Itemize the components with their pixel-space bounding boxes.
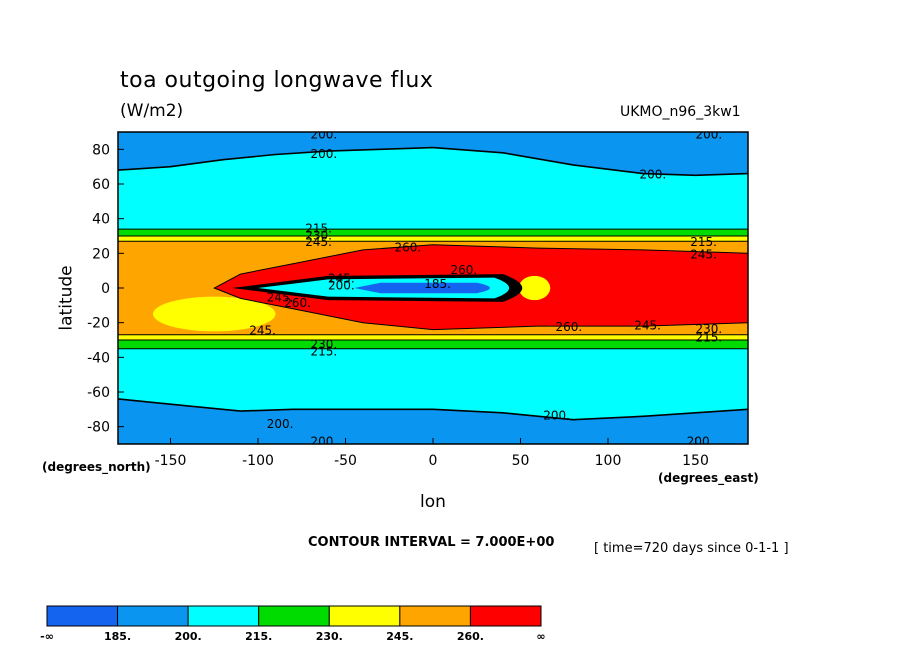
x-axis-units-note: (degrees_east) <box>658 471 759 485</box>
contour-label: 200. <box>687 435 714 449</box>
y-tick-label: -60 <box>87 385 110 401</box>
x-tick-label: -100 <box>242 453 274 469</box>
contour-line-200-south <box>118 398 748 421</box>
y-tick-label: 80 <box>92 142 110 158</box>
contour-label: 230. <box>305 228 332 242</box>
field-band-215-south <box>118 340 748 349</box>
colorbar-label: 230. <box>316 630 343 643</box>
colorbar-swatch <box>328 605 401 627</box>
y-tick-label: 0 <box>101 281 110 297</box>
field-band-230-south <box>118 334 748 340</box>
field-band-215-north <box>118 229 748 236</box>
y-tick-label: -20 <box>87 316 110 332</box>
chart-title: toa outgoing longwave flux <box>120 68 434 93</box>
x-tick-label: 150 <box>682 453 709 469</box>
colorbar-label: 260. <box>457 630 484 643</box>
colorbar-label: -∞ <box>40 630 54 643</box>
contour-interval-text: CONTOUR INTERVAL = 7.000E+00 <box>308 535 555 550</box>
contour-label: 260. <box>451 263 478 277</box>
contour-label: 200. <box>328 279 355 293</box>
colorbar-label: 185. <box>104 630 131 643</box>
field-tongue-tip-230 <box>518 275 551 301</box>
contour-label: 260. <box>284 296 311 310</box>
contour-label: 200. <box>267 417 294 431</box>
contour-label: 215. <box>311 344 338 358</box>
contour-label: 245. <box>249 324 276 338</box>
colorbar-swatch <box>469 605 542 627</box>
colorbar-label: 200. <box>175 630 202 643</box>
y-axis-units-note: (degrees_north) <box>42 460 151 474</box>
contour-label: 215. <box>690 235 717 249</box>
contour-label: 245. <box>690 247 717 261</box>
y-tick-label: -80 <box>87 420 110 436</box>
contour-label: 245. <box>267 291 294 305</box>
contour-label: 200. <box>311 435 338 449</box>
field-core-185 <box>354 282 490 294</box>
contour-label: 230. <box>311 337 338 351</box>
x-tick-label: 50 <box>512 453 530 469</box>
contour-label: 215. <box>305 221 332 235</box>
contour-label: 245. <box>634 318 661 332</box>
field-patch-230-southwest <box>153 296 276 332</box>
contour-label: 260. <box>395 240 422 254</box>
field-band-230-north <box>118 236 748 242</box>
colorbar-label: 245. <box>386 630 413 643</box>
colorbar-label: 215. <box>245 630 272 643</box>
x-tick-label: 100 <box>595 453 622 469</box>
contour-label: 245. <box>305 235 332 249</box>
contour-label: 200. <box>543 409 570 423</box>
model-label: UKMO_n96_3kw1 <box>620 104 741 120</box>
x-tick-label: -150 <box>155 453 187 469</box>
contour-label: 185. <box>424 277 451 291</box>
contour-label: 230. <box>696 322 723 336</box>
contour-label: 200. <box>696 128 723 142</box>
contour-label: 215. <box>696 331 723 345</box>
y-tick-label: 60 <box>92 177 110 193</box>
contour-label: 200. <box>640 168 667 182</box>
contour-label: 200. <box>311 128 338 142</box>
colorbar-swatch <box>258 605 330 627</box>
contour-line-260 <box>213 244 748 331</box>
chart-units: (W/m2) <box>120 101 184 121</box>
contour-label: 260. <box>556 320 583 334</box>
x-axis-label: lon <box>420 492 446 512</box>
contour-label: 200. <box>311 147 338 161</box>
colorbar-swatch <box>46 605 119 627</box>
colorbar-label: ∞ <box>536 630 545 643</box>
y-tick-label: -40 <box>87 350 110 366</box>
y-tick-label: 20 <box>92 246 110 262</box>
contour-label: 245. <box>328 272 355 286</box>
colorbar-swatch <box>399 605 471 627</box>
colorbar-swatch <box>187 605 260 627</box>
contour-line-200-north <box>118 146 748 177</box>
x-tick-label: -50 <box>334 453 357 469</box>
x-tick-label: 0 <box>429 453 438 469</box>
time-info-text: [ time=720 days since 0-1-1 ] <box>594 541 789 556</box>
colorbar-swatch <box>117 605 189 627</box>
y-tick-label: 40 <box>92 212 110 228</box>
